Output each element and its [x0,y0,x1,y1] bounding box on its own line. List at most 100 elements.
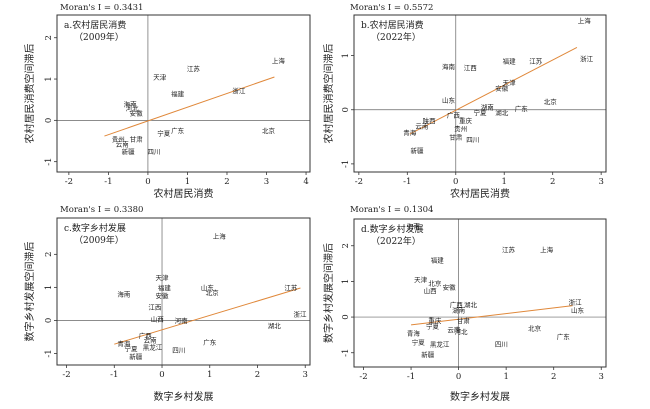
data-point-label: 安徽 [130,108,144,117]
y-axis-label: 农村居民消费空间滞后 [23,44,36,144]
data-point-label: 天津 [414,276,428,284]
data-point-label: 江西 [148,304,162,312]
x-tick-label: 0 [159,370,164,380]
regression-line [114,287,301,345]
data-point-label: 山西 [151,314,165,323]
plot-frame [56,14,311,173]
x-axis-label: 数字乡村发展 [154,390,214,403]
panel-subtitle: （2009年） [74,234,124,246]
scatter-panel-4: -2 -1 0 1 2 3 -1 0 1 2 Moran's I = 0.1304 d.数字乡村发展（… [322,205,607,403]
data-point-label: 甘肃 [449,132,463,141]
data-point-label: 海南 [117,289,131,298]
plot-frame [353,218,607,368]
y-tick-label: 1 [44,285,54,290]
x-axis-label: 数字乡村发展 [450,390,510,403]
x-tick-label: -1 [110,370,118,380]
data-point-label: 云南 [447,325,461,334]
data-point-label: 安徽 [495,84,509,93]
data-point-label: 云南 [144,336,158,345]
regression-line [410,305,573,326]
data-point-label: 福建 [431,256,445,265]
y-tick-label: 0 [341,314,351,319]
data-point-label: 四川 [147,148,160,156]
x-axis-label: 农村居民消费 [450,187,510,200]
data-point-label: 广西 [447,111,461,120]
data-point-label: 甘肃 [130,134,144,143]
x-tick-label: 1 [503,372,508,382]
regression-line [409,47,578,135]
data-point-label: 新疆 [411,146,425,155]
x-tick-label: 3 [264,177,269,187]
x-tick-label: 0 [145,177,150,187]
y-tick-label: -1 [341,160,351,168]
panel-subtitle: （2022年） [371,235,421,247]
data-point-label: 湖南 [452,305,466,314]
panel-title: d.数字乡村发展 [361,223,424,235]
panel-subtitle: （2022年） [371,31,421,43]
data-point-label: 浙江 [232,86,246,95]
data-point-label: 广西 [139,331,153,340]
data-point-label: 广东 [203,337,217,346]
y-tick-label: -1 [44,158,54,166]
x-tick-label: -1 [104,177,112,187]
x-tick-label: 4 [303,177,308,187]
data-point-label: 天津 [153,73,167,81]
data-point-label: 黑龙江 [430,339,450,348]
data-point-label: 江西 [464,64,478,72]
data-point-label: 重庆 [459,116,473,125]
data-point-label: 湖北 [464,300,478,309]
y-tick-label: 2 [341,243,351,248]
data-point-label: 广西 [450,300,464,309]
x-tick-label: 2 [224,177,229,187]
data-point-label: 宁夏 [412,338,426,347]
data-point-label: 宁夏 [474,108,488,117]
moran-i-label: Moran's I = 0.1304 [350,205,433,215]
moran-i-label: Moran's I = 0.3431 [60,3,143,13]
x-tick-label: 2 [255,370,260,380]
regression-line [104,76,275,137]
y-tick-label: 1 [341,279,351,284]
data-point-label: 天津 [503,79,517,87]
x-tick-label: 1 [185,177,190,187]
data-point-label: 四川 [495,340,508,348]
data-point-label: 山西 [424,286,438,295]
y-tick-label: 1 [44,76,54,81]
data-point-label: 北京 [544,97,558,106]
data-point-label: 贵州 [454,124,467,133]
data-point-label: 上海 [578,16,592,25]
x-tick-label: 2 [551,372,556,382]
data-point-label: 江苏 [529,57,543,66]
data-point-label: 黑龙江 [143,342,163,351]
data-point-label: 浙江 [569,298,583,307]
data-point-label: 宁夏 [124,344,138,353]
data-point-label: 福建 [171,89,185,98]
scatter-panel-2: -2 -1 0 1 2 3 -1 0 1 Moran's I = 0.5572 b.农村居民消费（2… [322,3,607,200]
data-point-label: 青海 [117,339,131,348]
x-tick-label: 3 [303,370,308,380]
data-point-label: 上海 [540,245,554,254]
data-point-label: 浙江 [580,54,594,63]
y-axis-label: 农村居民消费空间滞后 [322,44,335,144]
data-point-label: 北京 [262,126,276,135]
y-axis-label: 数字乡村发展空间滞后 [23,242,36,342]
data-point-label: 河北 [454,328,468,336]
data-point-label: 福建 [503,57,517,66]
data-point-label: 湖南 [481,103,495,112]
panel-title: a.农村居民消费 [64,19,126,31]
y-tick-label: 2 [44,252,54,257]
x-tick-label: -2 [62,370,70,380]
x-tick-label: -2 [359,372,367,382]
data-point-label: 北京 [528,323,542,332]
data-point-label: 山东 [201,283,215,292]
data-point-label: 广东 [515,104,529,113]
y-tick-label: 2 [44,35,54,40]
data-point-label: 天津 [156,274,170,282]
data-point-label: 河北 [126,104,140,112]
panel-title: b.农村居民消费 [361,19,424,31]
data-point-label: 山东 [442,95,456,104]
data-point-label: 山东 [571,305,585,314]
panel-title: c.数字乡村发展 [64,222,126,234]
data-point-label: 青海 [407,329,421,338]
data-point-label: 河南 [175,316,189,325]
